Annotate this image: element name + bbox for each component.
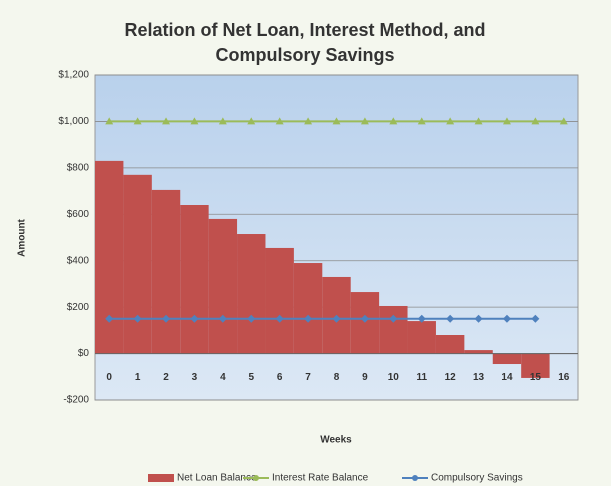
marker xyxy=(417,117,426,125)
marker xyxy=(275,314,284,323)
legend-label: Net Loan Balance xyxy=(177,473,257,484)
legend-marker xyxy=(412,475,418,481)
marker xyxy=(162,314,171,323)
x-tick-label: 1 xyxy=(135,372,141,383)
marker xyxy=(360,314,369,323)
marker xyxy=(304,314,313,323)
y-tick-label: $1,200 xyxy=(58,70,89,81)
x-tick-label: 14 xyxy=(501,372,513,383)
x-tick-label: 9 xyxy=(362,372,368,383)
marker xyxy=(502,314,511,323)
marker xyxy=(190,314,199,323)
marker xyxy=(531,314,540,323)
x-tick-label: 11 xyxy=(416,372,427,383)
marker xyxy=(218,314,227,323)
y-tick-label: $0 xyxy=(78,348,90,359)
bar xyxy=(123,174,152,354)
marker xyxy=(275,117,284,125)
marker xyxy=(531,117,540,125)
marker xyxy=(389,314,398,323)
bar xyxy=(95,160,124,354)
marker xyxy=(474,117,483,125)
marker xyxy=(247,314,256,323)
bar xyxy=(350,292,380,354)
legend-label: Compulsory Savings xyxy=(431,473,523,484)
bar xyxy=(492,353,522,365)
bar xyxy=(407,321,436,354)
x-tick-label: 5 xyxy=(248,372,254,383)
bar xyxy=(265,247,294,354)
bar xyxy=(464,350,493,354)
x-tick-label: 0 xyxy=(106,372,112,383)
legend-marker xyxy=(253,475,259,481)
marker xyxy=(162,117,171,125)
bar xyxy=(293,263,323,354)
marker xyxy=(360,117,369,125)
bar xyxy=(521,353,550,378)
x-tick-label: 12 xyxy=(445,372,457,383)
marker xyxy=(332,314,341,323)
marker xyxy=(133,314,142,323)
x-tick-label: 16 xyxy=(558,372,570,383)
y-tick-label: $200 xyxy=(67,302,90,313)
bar xyxy=(435,335,465,354)
bar xyxy=(208,218,238,354)
x-tick-label: 15 xyxy=(530,372,542,383)
x-tick-label: 6 xyxy=(277,372,283,383)
y-tick-label: $400 xyxy=(67,255,90,266)
marker xyxy=(446,314,455,323)
bar xyxy=(237,234,266,354)
y-tick-label: $800 xyxy=(67,162,90,173)
marker xyxy=(304,117,313,125)
x-axis-label: Weeks xyxy=(320,435,352,446)
marker xyxy=(247,117,256,125)
bar xyxy=(180,205,209,354)
x-tick-label: 3 xyxy=(192,372,198,383)
x-tick-label: 4 xyxy=(220,372,226,383)
x-tick-label: 13 xyxy=(473,372,485,383)
x-tick-label: 8 xyxy=(334,372,340,383)
marker xyxy=(332,117,341,125)
bar xyxy=(379,305,408,354)
marker xyxy=(559,117,568,125)
legend-swatch xyxy=(148,474,174,482)
marker xyxy=(105,314,114,323)
y-axis-label: Amount xyxy=(17,218,28,256)
marker xyxy=(417,314,426,323)
marker xyxy=(190,117,199,125)
y-tick-label: $1,000 xyxy=(58,116,89,127)
x-tick-label: 7 xyxy=(305,372,311,383)
marker xyxy=(446,117,455,125)
marker xyxy=(133,117,142,125)
legend-label: Interest Rate Balance xyxy=(272,473,369,484)
bar xyxy=(151,189,181,354)
y-tick-label: -$200 xyxy=(63,395,89,406)
marker xyxy=(389,117,398,125)
marker xyxy=(474,314,483,323)
chart-title: Relation of Net Loan, Interest Method, a… xyxy=(124,20,486,65)
x-tick-label: 10 xyxy=(388,372,400,383)
marker xyxy=(218,117,227,125)
marker xyxy=(105,117,114,125)
y-tick-label: $600 xyxy=(67,209,90,220)
marker xyxy=(502,117,511,125)
x-tick-label: 2 xyxy=(163,372,169,383)
